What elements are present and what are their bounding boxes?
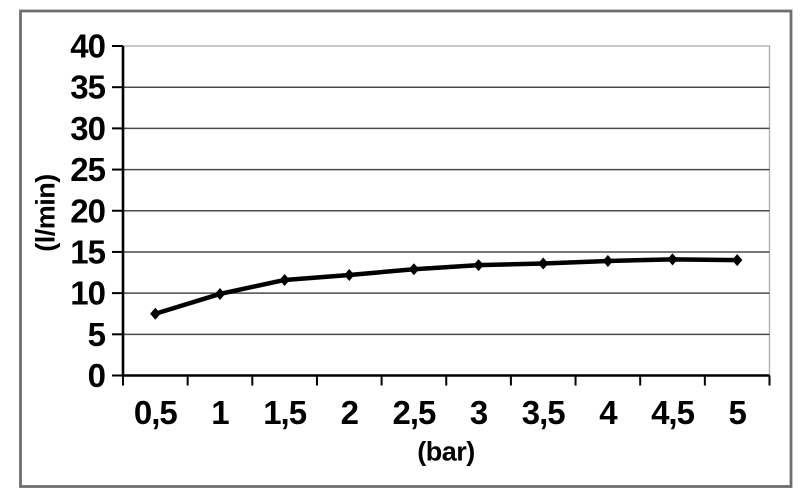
data-point-marker: [538, 257, 549, 270]
data-point-marker: [214, 287, 226, 300]
y-tick-label: 0: [88, 357, 105, 394]
x-tick-label: 2,5: [392, 394, 436, 431]
x-tick-label: 4,5: [651, 394, 695, 431]
data-point-marker: [667, 253, 678, 266]
data-point-marker: [473, 259, 484, 272]
data-point-marker: [408, 263, 420, 276]
data-point-marker: [602, 254, 614, 267]
y-tick-label: 25: [70, 151, 105, 188]
data-point-marker: [279, 273, 290, 286]
data-point-marker: [344, 269, 355, 282]
y-tick-label: 35: [70, 69, 105, 106]
x-tick-label: 3,5: [522, 394, 566, 431]
x-tick-label: 5: [728, 394, 746, 431]
series-line: [153, 257, 740, 316]
x-axis-title: (bar): [417, 436, 475, 467]
x-tick-label: 2: [341, 394, 359, 431]
x-tick-label: 4: [599, 394, 618, 431]
data-point-marker: [150, 307, 161, 320]
x-tick-label: 1,5: [263, 394, 307, 431]
x-tick-label: 3: [470, 394, 488, 431]
y-tick-label: 15: [70, 233, 105, 270]
y-axis-title: (l/min): [30, 174, 61, 252]
y-tick-label: 30: [70, 110, 105, 147]
data-point-marker: [731, 254, 743, 267]
y-tick-label: 10: [70, 275, 105, 312]
y-tick-label: 40: [70, 28, 105, 65]
x-tick-label: 1: [211, 394, 229, 431]
y-tick-label: 5: [88, 316, 106, 353]
x-tick-label: 0,5: [134, 394, 178, 431]
y-tick-label: 20: [70, 192, 105, 229]
